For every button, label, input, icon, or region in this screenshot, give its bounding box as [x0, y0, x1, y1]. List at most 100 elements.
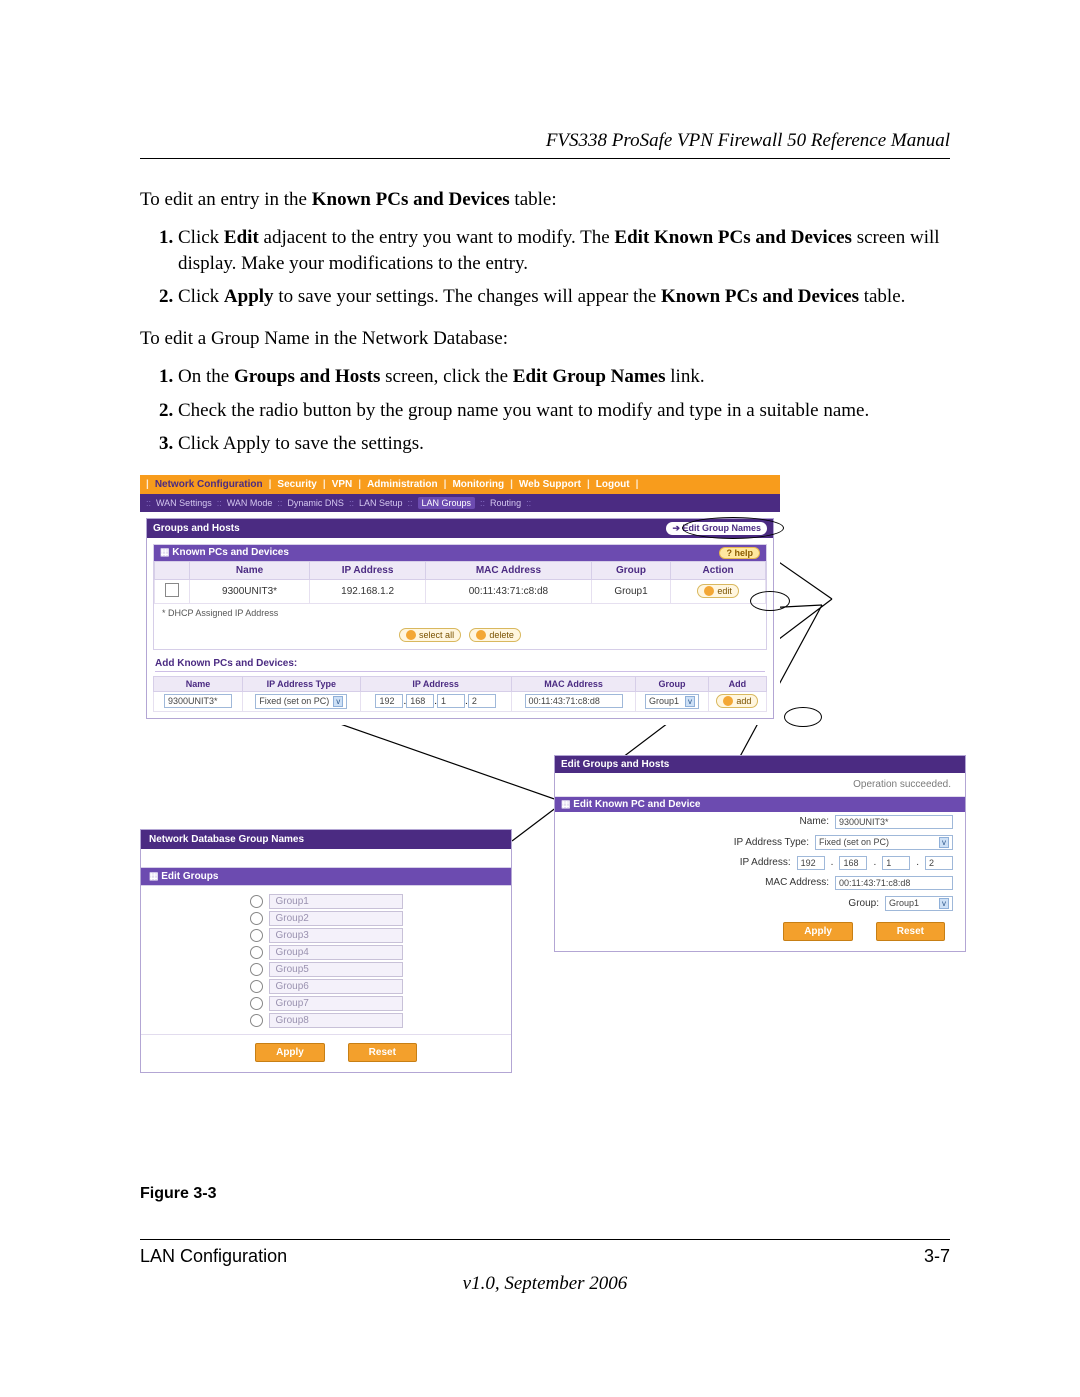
apply-button[interactable]: Apply [783, 922, 853, 941]
group-name-input[interactable]: Group5 [269, 962, 403, 977]
chevron-down-icon: v [333, 696, 343, 707]
group-radio[interactable] [250, 963, 263, 976]
add-ip4[interactable]: 2 [468, 694, 496, 708]
group-name-input[interactable]: Group3 [269, 928, 403, 943]
add-mac-input[interactable]: 00:11:43:71:c8:d8 [525, 694, 623, 708]
reset-button[interactable]: Reset [348, 1043, 417, 1062]
group-radio[interactable] [250, 997, 263, 1010]
sub-lan-groups[interactable]: LAN Groups [418, 497, 476, 509]
h-mac: MAC Address [511, 676, 636, 691]
add-ip1[interactable]: 192 [375, 694, 403, 708]
group-line: Group3 [151, 928, 501, 943]
group-name-input[interactable]: Group4 [269, 945, 403, 960]
nav-vpn[interactable]: VPN [332, 479, 353, 490]
add-group-select[interactable]: Group1 v [645, 694, 699, 709]
sub-wan-mode[interactable]: WAN Mode [227, 498, 273, 508]
name-input[interactable]: 9300UNIT3* [835, 815, 953, 829]
sep: :: [146, 498, 151, 508]
nav-security[interactable]: Security [277, 479, 316, 490]
group-radio[interactable] [250, 946, 263, 959]
ip-c[interactable]: 1 [882, 856, 910, 870]
add-type-select[interactable]: Fixed (set on PC) v [255, 694, 347, 709]
group-line: Group8 [151, 1013, 501, 1028]
sep: :: [480, 498, 485, 508]
nav-web-support[interactable]: Web Support [519, 479, 581, 490]
sub-routing[interactable]: Routing [490, 498, 521, 508]
ip-b[interactable]: 168 [839, 856, 867, 870]
cell-name: 9300UNIT3* [190, 579, 310, 603]
group-radio[interactable] [250, 1014, 263, 1027]
t: Group1 [649, 696, 679, 706]
nav-monitoring[interactable]: Monitoring [452, 479, 504, 490]
delete-button[interactable]: delete [469, 628, 521, 642]
annotation-circle [784, 707, 822, 727]
row-mac: MAC Address: 00:11:43:71:c8:d8 [555, 873, 965, 893]
known-table: Name IP Address MAC Address Group Action… [154, 561, 766, 604]
group-name-input[interactable]: Group2 [269, 911, 403, 926]
group-radio[interactable] [250, 980, 263, 993]
group-radio[interactable] [250, 895, 263, 908]
chevron-down-icon: v [685, 696, 695, 707]
t: Known PCs and Devices [172, 547, 289, 558]
chevron-down-icon: v [939, 837, 949, 848]
sep: | [636, 479, 639, 490]
sep: | [587, 479, 590, 490]
t: Edit Known PCs and Devices [614, 227, 852, 248]
footer: LAN Configuration 3-7 v1.0, September 20… [140, 1239, 950, 1295]
row-type: IP Address Type: Fixed (set on PC)v [555, 832, 965, 853]
panel-group-names: Network Database Group Names ▦ Edit Grou… [140, 829, 512, 1073]
mac-input[interactable]: 00:11:43:71:c8:d8 [835, 876, 953, 890]
group-name-input[interactable]: Group7 [269, 996, 403, 1011]
panel-edit-groups-hosts: Edit Groups and Hosts Operation succeede… [554, 755, 966, 952]
step: Click Apply to save your settings. The c… [178, 284, 950, 310]
nav-logout[interactable]: Logout [596, 479, 630, 490]
ip-d[interactable]: 2 [925, 856, 953, 870]
sub-ddns[interactable]: Dynamic DNS [287, 498, 344, 508]
add-known-label: Add Known PCs and Devices: [147, 656, 773, 669]
select-all-button[interactable]: select all [399, 628, 461, 642]
footer-version: v1.0, September 2006 [140, 1273, 950, 1295]
add-icon [723, 696, 733, 706]
sep: | [358, 479, 361, 490]
cell-mac: 00:11:43:71:c8:d8 [426, 579, 592, 603]
group-radio[interactable] [250, 912, 263, 925]
apply-button[interactable]: Apply [255, 1043, 325, 1062]
group-name-input[interactable]: Group1 [269, 894, 403, 909]
type-select[interactable]: Fixed (set on PC)v [815, 835, 953, 850]
ip-a[interactable]: 192 [797, 856, 825, 870]
edit-known-title: ▦ Edit Known PC and Device [561, 799, 700, 810]
add-ip2[interactable]: 168 [406, 694, 434, 708]
nav-network-config[interactable]: Network Configuration [155, 479, 263, 490]
t: delete [489, 630, 514, 640]
edit-head: Edit Groups and Hosts [555, 756, 965, 773]
sub-wan-settings[interactable]: WAN Settings [156, 498, 212, 508]
help-link[interactable]: ? help [719, 547, 760, 559]
row-checkbox[interactable] [165, 583, 179, 597]
col-ip: IP Address [310, 561, 426, 579]
h-ip: IP Address [360, 676, 511, 691]
h-type: IP Address Type [243, 676, 361, 691]
nav-admin[interactable]: Administration [367, 479, 438, 490]
edit-button[interactable]: edit [697, 584, 739, 598]
group-name-input[interactable]: Group8 [269, 1013, 403, 1028]
t: Fixed (set on PC) [259, 696, 329, 706]
intro-known: To edit an entry in the Known PCs and De… [140, 189, 950, 211]
t: Edit Known PC and Device [573, 799, 700, 810]
t: Click [178, 227, 224, 248]
col-chk [155, 561, 190, 579]
sep: :: [277, 498, 282, 508]
add-name-input[interactable]: 9300UNIT3* [164, 694, 232, 708]
sub-lan-setup[interactable]: LAN Setup [359, 498, 403, 508]
add-button[interactable]: add [716, 694, 758, 708]
annotation-circle [750, 591, 790, 611]
sep: :: [407, 498, 412, 508]
group-name-input[interactable]: Group6 [269, 979, 403, 994]
group-radio[interactable] [250, 929, 263, 942]
sep: | [269, 479, 272, 490]
edit-known-head: ▦ Edit Known PC and Device [555, 797, 965, 812]
group-line: Group6 [151, 979, 501, 994]
group-label: Group: [848, 898, 879, 909]
reset-button[interactable]: Reset [876, 922, 945, 941]
group-select[interactable]: Group1v [885, 896, 953, 911]
add-ip3[interactable]: 1 [437, 694, 465, 708]
